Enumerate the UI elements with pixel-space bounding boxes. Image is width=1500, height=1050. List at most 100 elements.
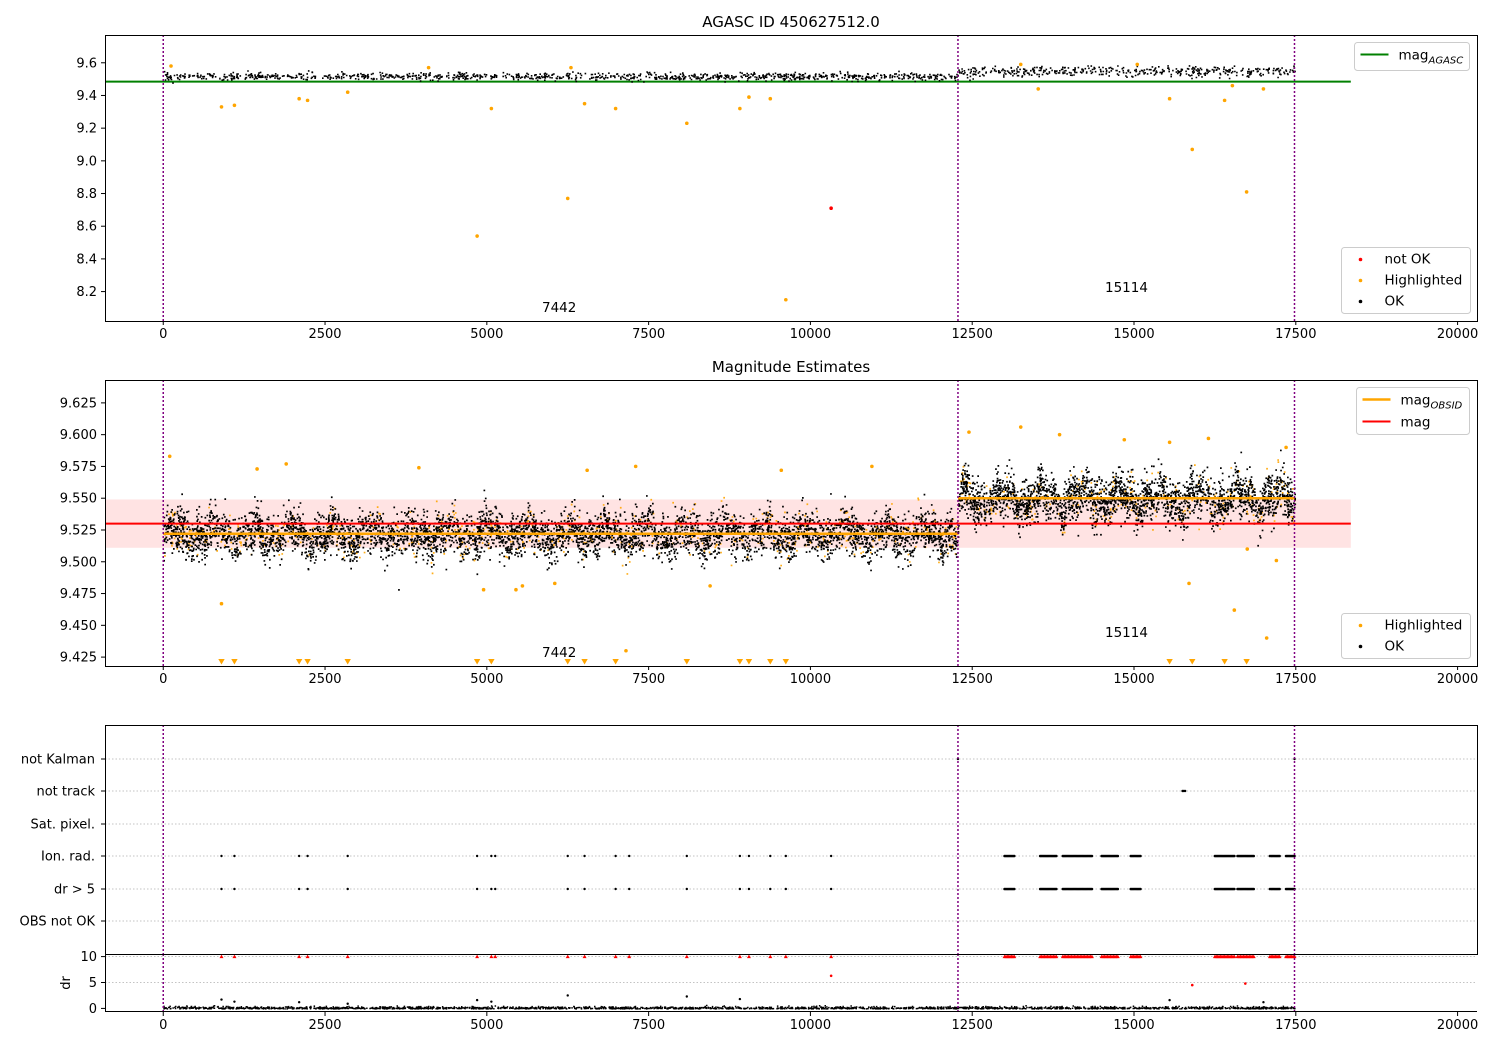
highlighted-point (1230, 83, 1235, 88)
highlighted-point (1036, 87, 1041, 91)
p2-ytick-label: 9.500 (60, 555, 97, 570)
flag-event (769, 887, 772, 891)
panel-flags-plot-area (105, 725, 1477, 954)
flag-event (738, 854, 742, 858)
panel-agasc-frame (105, 35, 1478, 322)
highlighted-point (565, 196, 570, 201)
flag-event (297, 887, 301, 891)
flag-event (784, 854, 788, 858)
dr-baseline-points (163, 1004, 1296, 1010)
dr-point (346, 1002, 349, 1005)
flag-event (475, 854, 479, 858)
highlighted-point (1167, 96, 1172, 101)
legend-mag-obsid-label: magOBSID (1401, 393, 1463, 412)
dr-over-limit-marker (1138, 954, 1143, 959)
highlighted-point (514, 587, 518, 592)
highlighted-point (1261, 87, 1266, 91)
below-range-marker (295, 659, 303, 665)
dr-point (1168, 998, 1171, 1002)
dr-point (297, 1000, 301, 1004)
panel-magnitude-legend-bottom: Highlighted OK (1341, 613, 1471, 659)
flag-event (1183, 789, 1187, 793)
p2-xtick-label: 20000 (1437, 672, 1478, 687)
legend-box (1341, 247, 1471, 314)
highlighted-point (1232, 608, 1237, 612)
dr-over-limit-marker (783, 954, 788, 959)
p1-xtick-label: 17500 (1275, 327, 1316, 342)
dr-over-limit-marker (768, 954, 773, 959)
highlighted-point (475, 234, 479, 238)
p1-ytick-label: 8.4 (76, 252, 97, 267)
flag-event (1090, 887, 1094, 891)
flag-event (1252, 887, 1256, 891)
flag-label: Sat. pixel. (31, 818, 95, 833)
panel-dr-ylabel: dr (59, 976, 74, 990)
dr-over-limit-marker (582, 954, 587, 959)
panel-flags: not Kalman not track Sat. pixel. Ion. rad. d… (20, 725, 1478, 955)
below-range-marker (231, 659, 238, 665)
flag-event (685, 854, 689, 858)
dr-point (566, 994, 569, 997)
flag-event (346, 887, 349, 891)
p4-ytick-label: 10 (80, 950, 97, 965)
flag-event (475, 887, 479, 891)
panel-magnitude-title: Magnitude Estimates (712, 358, 870, 376)
dr-not-ok-point (1244, 982, 1247, 985)
panel-agasc-annotation-15114: 15114 (1105, 280, 1148, 296)
p2-ytick-label: 9.600 (60, 428, 97, 443)
flag-event (784, 887, 788, 891)
p2-xtick-label: 0 (159, 672, 167, 687)
ok-points-cloud (163, 449, 1297, 591)
flag-event (583, 854, 586, 858)
panel-agasc-annotation-7442: 7442 (542, 300, 576, 316)
highlighted-point (870, 464, 874, 469)
flag-event (1116, 887, 1120, 891)
flag-event (829, 854, 833, 858)
p2-xtick-label: 15000 (1113, 672, 1154, 687)
highlighted-point (167, 454, 172, 459)
flag-event (566, 887, 569, 891)
panel-agasc: AGASC ID 450627512.0 0 2500 5000 7500 10000 1… (76, 13, 1478, 342)
flag-event (220, 854, 223, 858)
dr-over-limit-marker (627, 954, 632, 959)
dr-over-limit-marker (1232, 954, 1237, 959)
flag-event (233, 887, 236, 891)
p2-xtick-label: 7500 (632, 672, 665, 687)
highlighted-point (613, 106, 618, 111)
below-range-marker (767, 659, 774, 665)
highlighted-point (1274, 558, 1279, 563)
highlighted-point (1245, 547, 1250, 551)
dr-over-limit-marker (684, 954, 689, 959)
flag-event (1278, 887, 1281, 891)
below-range-marker (473, 659, 481, 665)
flag-event (1252, 854, 1256, 858)
flag-event (1233, 854, 1236, 858)
flag-event (738, 887, 742, 891)
panel-agasc-title: AGASC ID 450627512.0 (702, 13, 880, 31)
highlighted-point (219, 105, 224, 109)
dr-over-limit-marker (297, 954, 302, 959)
p4-xtick-label: 2500 (308, 1018, 341, 1033)
highlighted-point (232, 103, 237, 108)
flag-event (1233, 887, 1236, 891)
flag-event (1055, 887, 1058, 891)
p2-xtick-label: 5000 (470, 672, 503, 687)
flag-event (1055, 854, 1058, 858)
flag-event (1116, 854, 1120, 858)
p2-xtick-label: 2500 (308, 672, 341, 687)
dr-over-limit-marker (1292, 954, 1297, 959)
flag-event (1012, 854, 1016, 858)
p1-xtick-label: 10000 (790, 327, 831, 342)
legend-highlighted-marker (1358, 623, 1363, 628)
below-range-marker (218, 659, 225, 665)
below-range-marker (1166, 659, 1173, 665)
highlighted-point (489, 106, 494, 111)
below-range-marker (564, 659, 571, 665)
flag-event (233, 854, 236, 858)
dr-over-limit-marker (1089, 954, 1094, 959)
dr-over-limit-marker (219, 954, 224, 959)
flag-label: not track (36, 785, 95, 800)
panel-agasc-axes: 0 2500 5000 7500 10000 12500 15000 17500 20000 8.… (76, 56, 1478, 342)
dr-not-ok-point (1190, 983, 1194, 987)
flag-event (1293, 854, 1296, 858)
